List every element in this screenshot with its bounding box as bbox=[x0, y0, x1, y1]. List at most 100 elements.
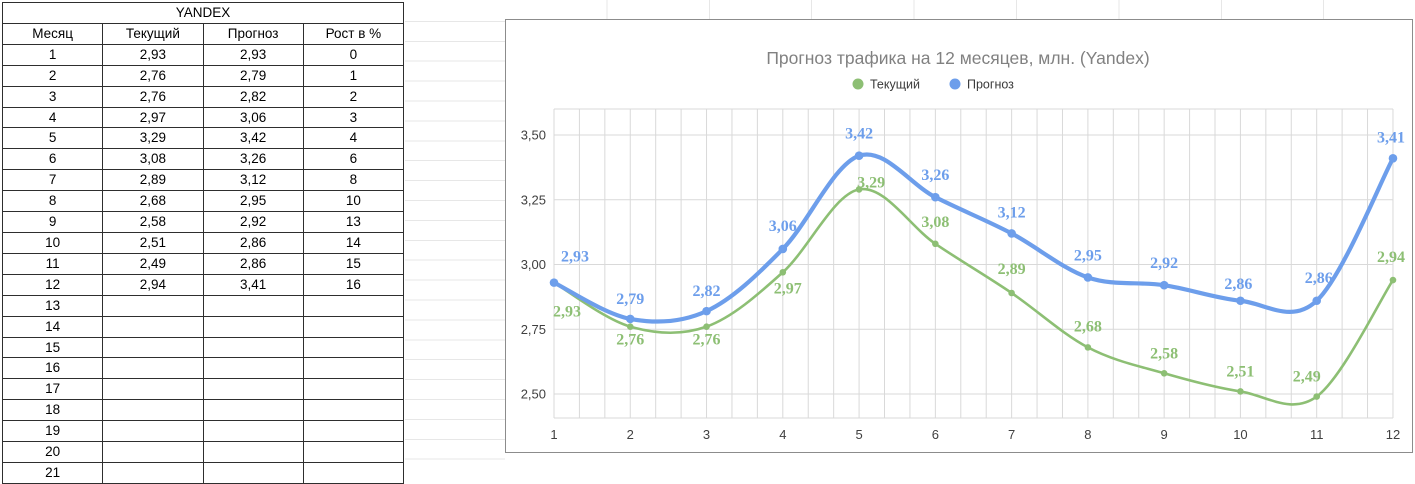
cell-month[interactable]: 8 bbox=[1, 190, 104, 213]
legend-label[interactable]: Прогноз bbox=[967, 78, 1014, 92]
cell-value[interactable]: 2,95 bbox=[202, 190, 304, 213]
cell-value[interactable]: 2,76 bbox=[102, 85, 204, 108]
cell-value[interactable] bbox=[302, 294, 405, 317]
cell-value[interactable]: 2,89 bbox=[102, 169, 204, 192]
cell-month[interactable]: 10 bbox=[1, 231, 104, 254]
cell-value[interactable]: 2,68 bbox=[102, 190, 204, 213]
cell-value[interactable] bbox=[102, 378, 204, 401]
cell-month[interactable]: 5 bbox=[1, 127, 104, 150]
cell-month[interactable]: 12 bbox=[1, 273, 104, 296]
legend-dot-current[interactable] bbox=[852, 78, 864, 90]
series-line-forecast[interactable] bbox=[551, 152, 1396, 324]
column-header-1[interactable]: Текущий bbox=[102, 22, 204, 45]
cell-value[interactable]: 13 bbox=[302, 211, 405, 233]
cell-value[interactable] bbox=[202, 357, 304, 380]
cell-value[interactable] bbox=[102, 336, 204, 359]
cell-month[interactable]: 3 bbox=[1, 85, 104, 108]
data-point[interactable] bbox=[626, 323, 634, 330]
cell-month[interactable]: 19 bbox=[1, 420, 104, 443]
data-point[interactable] bbox=[703, 323, 710, 330]
data-point[interactable] bbox=[1008, 289, 1015, 297]
cell-value[interactable] bbox=[102, 441, 204, 463]
cell-month[interactable]: 4 bbox=[1, 106, 104, 129]
column-header-3[interactable]: Рост в % bbox=[302, 22, 405, 45]
cell-month[interactable]: 18 bbox=[1, 399, 104, 422]
data-point[interactable] bbox=[855, 186, 863, 193]
cell-value[interactable]: 15 bbox=[302, 252, 405, 275]
column-header-2[interactable]: Прогноз bbox=[202, 22, 304, 45]
cell-value[interactable] bbox=[302, 420, 405, 443]
cell-value[interactable]: 3,26 bbox=[202, 148, 304, 171]
cell-value[interactable] bbox=[302, 378, 405, 401]
cell-value[interactable] bbox=[302, 399, 405, 422]
cell-value[interactable] bbox=[202, 315, 304, 338]
data-point[interactable] bbox=[1236, 296, 1245, 306]
data-point[interactable] bbox=[1084, 344, 1092, 351]
data-point[interactable] bbox=[702, 306, 711, 316]
cell-value[interactable]: 2,79 bbox=[202, 64, 304, 87]
data-point[interactable] bbox=[1160, 369, 1168, 377]
cell-value[interactable]: 2,58 bbox=[102, 211, 204, 233]
cell-month[interactable]: 16 bbox=[1, 357, 104, 380]
data-point[interactable] bbox=[931, 192, 940, 202]
cell-value[interactable]: 0 bbox=[302, 43, 405, 66]
data-point[interactable] bbox=[779, 268, 787, 276]
cell-value[interactable]: 1 bbox=[302, 64, 405, 87]
cell-value[interactable] bbox=[102, 420, 204, 443]
data-point[interactable] bbox=[1312, 296, 1321, 306]
table-title-cell[interactable]: YANDEX bbox=[2, 2, 404, 24]
cell-month[interactable]: 15 bbox=[1, 336, 104, 359]
cell-value[interactable]: 2,51 bbox=[102, 231, 204, 254]
data-point[interactable] bbox=[549, 278, 559, 287]
cell-value[interactable]: 6 bbox=[302, 148, 405, 171]
cell-value[interactable]: 3,12 bbox=[202, 169, 304, 192]
cell-value[interactable]: 2,86 bbox=[202, 252, 304, 275]
cell-value[interactable]: 3 bbox=[302, 106, 405, 129]
cell-month[interactable]: 21 bbox=[1, 461, 104, 484]
data-point[interactable] bbox=[1388, 154, 1398, 163]
data-point[interactable] bbox=[1007, 229, 1016, 238]
cell-value[interactable] bbox=[102, 294, 204, 317]
cell-month[interactable]: 11 bbox=[1, 252, 104, 275]
cell-value[interactable] bbox=[302, 441, 405, 463]
cell-month[interactable]: 17 bbox=[1, 378, 104, 401]
cell-value[interactable]: 8 bbox=[302, 169, 405, 192]
legend-dot-forecast[interactable] bbox=[949, 78, 961, 90]
cell-value[interactable]: 10 bbox=[302, 190, 405, 213]
cell-value[interactable] bbox=[202, 399, 304, 422]
cell-value[interactable]: 2,93 bbox=[202, 43, 304, 66]
data-point[interactable] bbox=[1083, 273, 1093, 282]
cell-value[interactable] bbox=[102, 315, 204, 338]
cell-value[interactable]: 2,49 bbox=[102, 252, 204, 275]
cell-value[interactable]: 3,42 bbox=[202, 127, 304, 150]
data-point[interactable] bbox=[1237, 388, 1244, 395]
cell-value[interactable]: 3,08 bbox=[102, 148, 204, 171]
cell-value[interactable] bbox=[102, 461, 204, 484]
cell-month[interactable]: 1 bbox=[1, 43, 104, 66]
cell-value[interactable]: 2,92 bbox=[202, 211, 304, 233]
data-point[interactable] bbox=[625, 314, 635, 324]
cell-value[interactable] bbox=[202, 441, 304, 463]
cell-value[interactable] bbox=[102, 357, 204, 380]
cell-value[interactable] bbox=[302, 461, 405, 484]
cell-value[interactable]: 4 bbox=[302, 127, 405, 150]
chart-panel[interactable]: 3,50 3,25 3,00 2,75 2,50 1 2 3 4 5 6 7 8 9 10 11 12 Прог… bbox=[505, 19, 1413, 453]
cell-value[interactable]: 2 bbox=[302, 85, 405, 108]
cell-value[interactable]: 3,29 bbox=[102, 127, 204, 150]
cell-value[interactable] bbox=[302, 336, 405, 359]
cell-value[interactable]: 2,94 bbox=[102, 273, 204, 296]
data-point[interactable] bbox=[932, 240, 939, 248]
cell-value[interactable] bbox=[202, 378, 304, 401]
cell-value[interactable]: 14 bbox=[302, 231, 405, 254]
cell-month[interactable]: 7 bbox=[1, 169, 104, 192]
cell-value[interactable] bbox=[202, 461, 304, 484]
cell-value[interactable]: 3,06 bbox=[202, 106, 304, 129]
cell-month[interactable]: 13 bbox=[1, 294, 104, 317]
cell-value[interactable] bbox=[302, 315, 405, 338]
series-line-current[interactable] bbox=[552, 187, 1395, 406]
cell-value[interactable]: 2,86 bbox=[202, 231, 304, 254]
cell-value[interactable]: 2,93 bbox=[102, 43, 204, 66]
cell-month[interactable]: 9 bbox=[1, 211, 104, 233]
data-point[interactable] bbox=[854, 151, 864, 161]
cell-value[interactable]: 3,41 bbox=[202, 273, 304, 296]
